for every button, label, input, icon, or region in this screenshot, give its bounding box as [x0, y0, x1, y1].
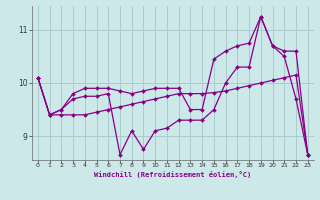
X-axis label: Windchill (Refroidissement éolien,°C): Windchill (Refroidissement éolien,°C) — [94, 171, 252, 178]
